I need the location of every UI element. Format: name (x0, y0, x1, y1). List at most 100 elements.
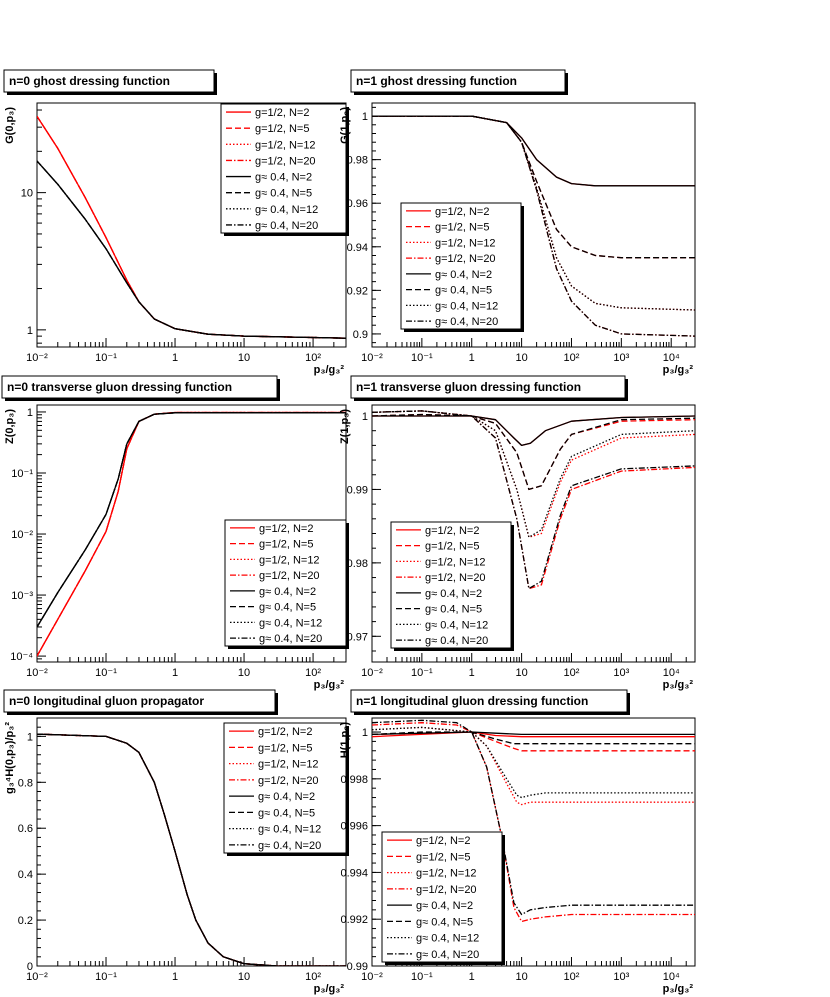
legend-label: g≈ 0.4, N=5 (255, 188, 312, 200)
legend-label: g=1/2, N=20 (259, 570, 320, 582)
y-axis-label: Z(1,p₃) (339, 409, 351, 444)
x-tick-label: 10² (564, 971, 580, 983)
x-tick-label: 10³ (613, 971, 629, 983)
x-tick-label: 10⁻² (361, 971, 383, 983)
chart-panel-3: n=0 transverse gluon dressing function 10… (1, 375, 349, 691)
legend-label: g≈ 0.4, N=20 (255, 220, 318, 232)
legend-label: g≈ 0.4, N=12 (416, 933, 479, 945)
x-tick-label: 10 (238, 971, 250, 983)
x-tick-label: 10² (564, 352, 580, 364)
x-axis-label: p₃/g₃² (663, 364, 694, 376)
x-tick-label: 10⁻² (361, 667, 383, 679)
legend-label: g=1/2, N=20 (416, 884, 477, 896)
y-tick-label: 0.4 (18, 869, 33, 881)
title-box (350, 689, 628, 713)
y-tick-label: 0.998 (340, 774, 368, 786)
legend-box (390, 521, 512, 649)
y-tick-label: 0.98 (347, 558, 368, 570)
legend-label: g≈ 0.4, N=12 (258, 824, 321, 836)
series-group (37, 115, 346, 339)
chart-panel-1: n=0 ghost dressing function 10⁻² 10⁻¹ 1 10 10… (3, 69, 349, 376)
legend-label: g≈ 0.4, N=20 (258, 840, 321, 852)
legend-label: g=1/2, N=2 (255, 107, 309, 119)
series-line-5 (372, 115, 695, 187)
legend-label: g=1/2, N=20 (258, 775, 319, 787)
legend-label: g≈ 0.4, N=12 (255, 204, 318, 216)
legend-label: g=1/2, N=2 (416, 835, 470, 847)
y-tick-label: 0.99 (347, 484, 368, 496)
x-tick-label: 10 (515, 971, 527, 983)
y-axis-label: G(0,p₃) (4, 107, 16, 144)
legend-label: g≈ 0.4, N=2 (259, 586, 316, 598)
x-axis-label: p₃/g₃² (314, 364, 345, 376)
legend-label: g=1/2, N=5 (255, 123, 309, 135)
y-tick-label: 0.2 (18, 915, 33, 927)
y-tick-label: 0.992 (340, 914, 368, 926)
x-tick-label: 10⁴ (663, 667, 680, 679)
y-tick-label: 0.97 (347, 631, 368, 643)
y-tick-label: 0.6 (18, 823, 33, 835)
x-axis-label: p₃/g₃² (314, 679, 345, 691)
x-tick-label: 10 (238, 352, 250, 364)
legend-label: g≈ 0.4, N=2 (425, 588, 482, 600)
x-tick-label: 10⁻² (361, 352, 383, 364)
x-tick-label: 10⁻¹ (411, 667, 433, 679)
legend-label: g≈ 0.4, N=20 (416, 949, 479, 961)
x-tick-label: 10⁴ (663, 971, 680, 983)
y-tick-label: 1 (27, 731, 33, 743)
x-tick-label: 1 (172, 667, 178, 679)
legend-label: g=1/2, N=20 (425, 572, 486, 584)
legend-label: g=1/2, N=20 (435, 253, 496, 265)
legend-label: g≈ 0.4, N=20 (259, 633, 322, 645)
y-axis-label: H(1,p₃) (339, 722, 351, 759)
chart-title: n=1 ghost dressing function (356, 74, 517, 88)
series-line-8 (37, 733, 346, 966)
y-tick-label: 1 (27, 407, 33, 419)
x-tick-label: 1 (469, 352, 475, 364)
y-tick-label: 10⁻¹ (11, 468, 33, 480)
x-tick-label: 1 (469, 971, 475, 983)
y-tick-label: 0.9 (353, 329, 368, 341)
title-box (350, 69, 566, 93)
series-line-7 (372, 726, 695, 799)
chart-title: n=1 longitudinal gluon dressing function (356, 694, 588, 708)
y-tick-label: 0.98 (347, 155, 368, 167)
legend-label: g=1/2, N=2 (435, 206, 489, 218)
legend-label: g=1/2, N=5 (258, 742, 312, 754)
y-tick-label: 0.996 (340, 821, 368, 833)
legend-label: g≈ 0.4, N=5 (258, 807, 315, 819)
x-tick-label: 10² (564, 667, 580, 679)
y-tick-label: 10 (21, 188, 33, 200)
series-line-4 (372, 722, 695, 923)
title-box (3, 69, 215, 93)
x-tick-label: 10⁻¹ (411, 971, 433, 983)
legend-label: g=1/2, N=12 (255, 139, 316, 151)
series-line-6 (372, 413, 695, 491)
legend-label: g≈ 0.4, N=12 (435, 300, 498, 312)
series-line-2 (372, 413, 695, 491)
y-axis-label: Z(0,p₃) (4, 409, 16, 444)
x-tick-label: 10⁻¹ (95, 971, 117, 983)
x-tick-label: 10² (305, 352, 321, 364)
x-tick-label: 10⁴ (663, 352, 680, 364)
legend-box (220, 103, 347, 234)
x-axis-label: p₃/g₃² (663, 983, 694, 995)
x-axis-label: p₃/g₃² (663, 679, 694, 691)
legend-label: g=1/2, N=2 (259, 523, 313, 535)
y-tick-label: 0 (27, 961, 33, 973)
series-line-8 (37, 412, 346, 628)
y-tick-label: 0.994 (340, 867, 368, 879)
legend-label: g≈ 0.4, N=12 (425, 619, 488, 631)
legend-label: g=1/2, N=12 (258, 759, 319, 771)
legend-label: g=1/2, N=12 (259, 554, 320, 566)
x-tick-label: 10² (305, 971, 321, 983)
legend-label: g=1/2, N=5 (259, 539, 313, 551)
y-axis-label: g₃⁴H(0,p₃)/p₃² (4, 722, 16, 794)
legend-label: g=1/2, N=12 (416, 868, 477, 880)
legend-label: g=1/2, N=5 (425, 541, 479, 553)
y-tick-label: 1 (362, 111, 368, 123)
title-box (350, 375, 626, 399)
legend-label: g≈ 0.4, N=2 (435, 269, 492, 281)
y-tick-label: 0.99 (347, 961, 368, 973)
